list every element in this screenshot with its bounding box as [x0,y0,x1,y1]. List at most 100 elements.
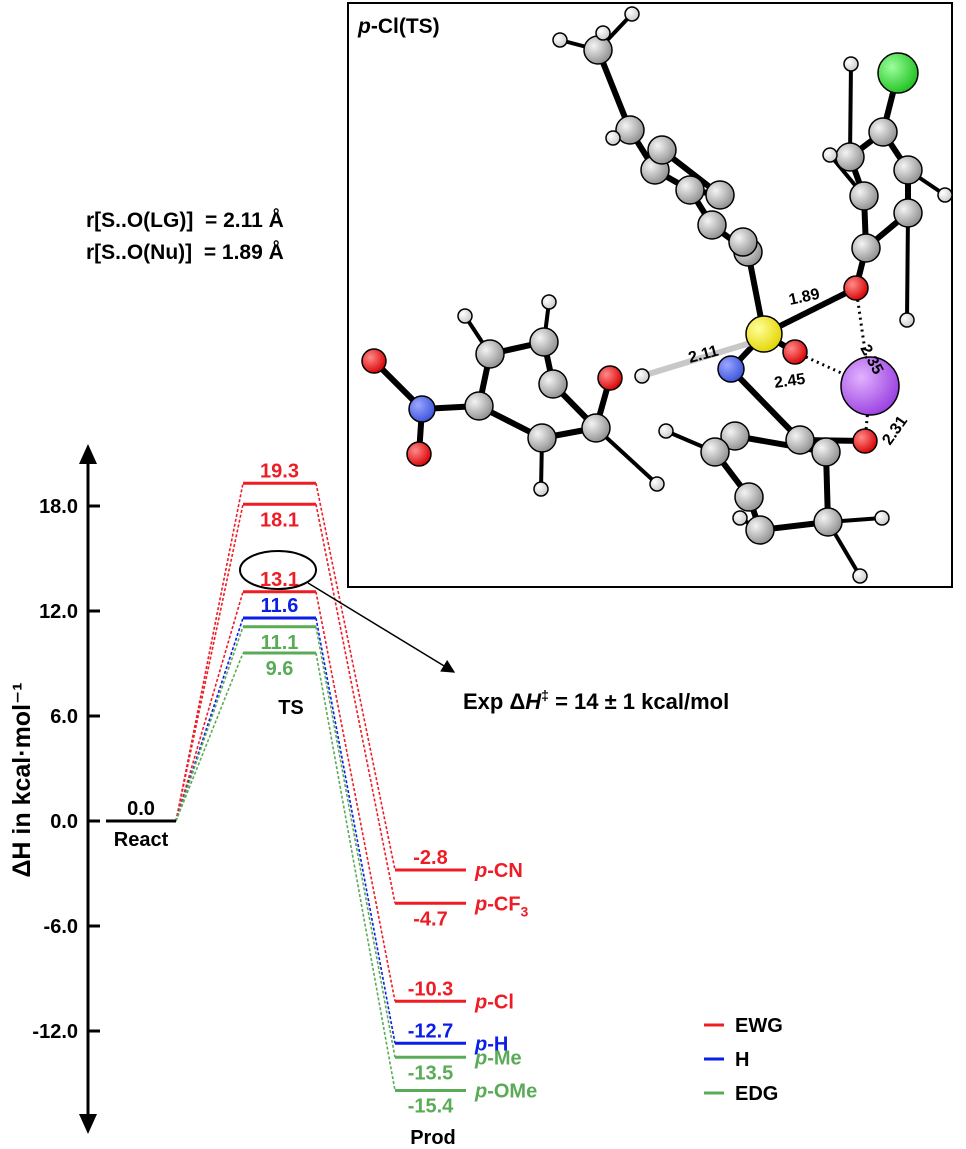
hydrogen-atom [843,56,859,72]
carbon-atom [697,210,727,240]
connector-ts-prod-p-cl [315,591,396,1002]
carbon-atom [849,181,879,211]
chlorine-atom [877,52,919,94]
carbon-atom [538,369,568,399]
sulfur-atom [745,315,783,353]
substituent-label-p-cf3: p-CF3 [474,893,529,919]
substituent-labels: p-CN p-CF3 p-Cl p-Hp-Me p-OMe [474,860,537,1103]
value-label-prod-p-ome: -15.4 [408,1096,454,1118]
legend-label-h: H [735,1049,749,1071]
exp-enthalpy-annotation: Exp ΔH‡ = 14 ± 1 kcal/mol [463,687,729,714]
carbon-atom [581,413,611,443]
connector-lines [175,483,396,1091]
energy-levels [106,481,466,1092]
hydrogen-atom [874,510,890,526]
value-label-ts-9-6: 9.6 [266,658,294,680]
substituent-label-p-ome: p-OMe [474,1081,537,1103]
hydrogen-atom [457,308,473,324]
oxygen-atom [852,428,878,454]
legend: EWG H EDG [704,1015,783,1105]
bond-label-2-45: 2.45 [773,371,806,392]
potassium-atom [840,356,900,416]
carbon-atom [728,227,758,257]
legend-label-ewg: EWG [735,1015,783,1037]
legend-label-edg: EDG [735,1083,778,1105]
connector-react-ts-p-cl [175,591,244,822]
oxygen-atom [782,339,808,365]
highlight-ellipse [239,550,317,590]
carbon-atom [868,117,898,147]
oxygen-atom [843,275,869,301]
y-axis-title: ΔH in kcal·mol⁻¹ [8,682,36,877]
value-label-ts-19-3: 19.3 [260,460,299,482]
hydrogen-atom [595,25,611,41]
oxygen-atom [361,348,387,374]
connector-ts-prod-p-ome [315,652,396,1091]
value-label-prod-p-cn: -2.8 [413,847,447,869]
carbon-atom [583,35,613,65]
connector-ts-prod-p-me [315,626,396,1058]
connector-react-ts-p-cf3 [175,504,244,822]
energy-value-labels: 0.0 19.3 18.1 13.1 11.6 11.1 9.6 -2.8 -4.7 -10.3 -… [127,460,454,1117]
hydrogen-atom [624,6,640,22]
stage-label-react: React [114,829,169,851]
value-label-ts-18-1: 18.1 [260,509,299,531]
carbon-atom [527,423,557,453]
connector-ts-prod-p-cn [315,483,396,871]
value-label-react: 0.0 [127,798,155,820]
hydrogen-atom [634,368,650,384]
connector-react-ts-p-me [175,626,244,822]
connector-ts-prod-p-h [315,617,396,1044]
hydrogen-atom [899,312,915,328]
substituent-label-p-cl: p-Cl [474,991,514,1013]
hydrogen-atom [658,423,674,439]
carbon-atom [720,421,750,451]
y-tick-label-6-0: -6.0 [44,916,78,938]
carbon-atom [700,437,730,467]
y-axis-arrow-bottom [79,1114,97,1134]
carbon-atom [851,233,881,263]
hydrogen-atom [533,481,549,497]
value-label-ts-13-1: 13.1 [260,569,299,591]
carbon-atom [615,115,645,145]
substituent-label-p-h: p-H [474,1033,508,1055]
hydrogen-atom [937,187,953,203]
carbon-atom [745,515,775,545]
carbon-atom [893,155,923,185]
carbon-atom [675,175,705,205]
substituent-label-p-me: p-Me [474,1047,522,1069]
carbon-atom [893,198,923,228]
inset-title: p-Cl(TS) [357,15,440,38]
connector-react-ts-p-ome [175,652,244,822]
y-tick-label-6-0: 6.0 [50,706,78,728]
value-label-prod-p-h: -12.7 [408,1020,454,1042]
value-label-ts-11-1: 11.1 [261,632,299,654]
carbon-atom [705,180,735,210]
nitrogen-atom [717,355,745,383]
ts-structure-inset: p-Cl(TS) 1.89 2.11 2.35 2.45 2.31 [347,2,953,588]
carbon-atom [647,135,677,165]
carbon-atom [785,425,815,455]
y-tick-label-12-0: -12.0 [32,1021,78,1043]
carbon-atom [464,391,494,421]
molecule-atoms [361,6,953,584]
distance-nu: r[S..O(Nu)] = 1.89 Å [86,240,284,264]
hydrogen-atom [541,294,557,310]
hydrogen-atom [605,130,621,146]
oxygen-atom [406,441,432,467]
substituent-label-p-cn: p-CN [474,860,523,882]
carbon-atom [734,482,764,512]
carbon-atom [811,437,841,467]
value-label-prod-p-cf3: -4.7 [413,908,447,930]
carbon-atom [529,327,559,357]
hydrogen-atom [732,510,748,526]
y-tick-label-12-0: 12.0 [39,601,78,623]
y-axis-arrow-top [79,444,97,464]
hydrogen-atom [649,476,665,492]
hydrogen-atom [822,147,838,163]
annotation-arrow [307,582,456,673]
value-label-prod-p-cl: -10.3 [408,978,454,1000]
y-axis: 18.0 12.0 6.0 0.0 -6.0 -12.0 ΔH in kcal·mol⁻¹ [8,444,100,1134]
y-tick-label-0-0: 0.0 [50,811,78,833]
